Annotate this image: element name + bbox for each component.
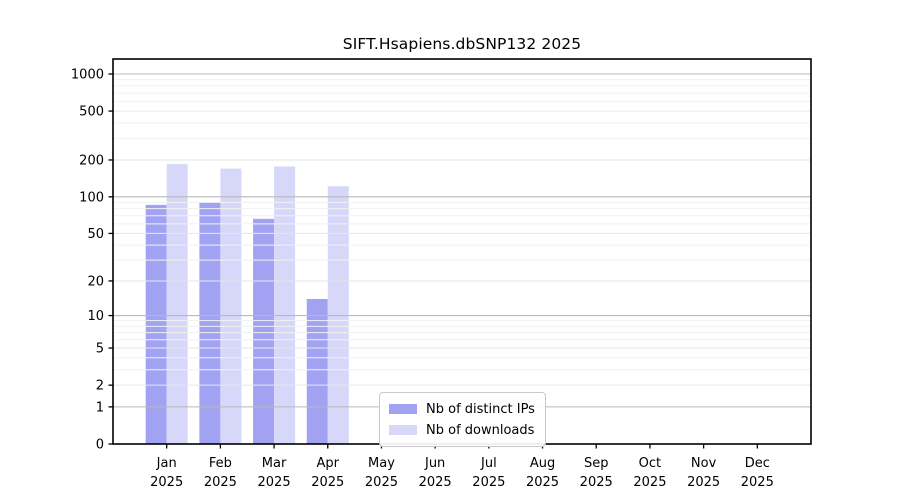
x-axis-tick-label-month: May — [368, 456, 395, 471]
legend-swatch-distinct-ips — [389, 404, 417, 414]
x-axis-tick-label-month: Mar — [262, 456, 287, 471]
legend-label-downloads: Nb of downloads — [426, 422, 535, 438]
y-axis-tick-label: 1 — [96, 400, 104, 415]
legend-item-downloads: Nb of downloads — [389, 421, 535, 439]
y-axis-tick-label: 50 — [87, 227, 104, 242]
y-axis-tick-label: 0 — [96, 438, 104, 453]
legend-label-distinct-ips: Nb of distinct IPs — [426, 401, 535, 417]
bar-downloads-jan — [166, 164, 188, 444]
x-axis-tick-label-year: 2025 — [633, 475, 666, 490]
x-axis-tick-label-year: 2025 — [526, 475, 559, 490]
x-axis-tick-label-year: 2025 — [687, 475, 720, 490]
legend-swatch-downloads — [389, 425, 417, 435]
x-axis-tick-label-month: Sep — [584, 456, 609, 471]
x-axis-tick-label-year: 2025 — [204, 475, 237, 490]
bar-downloads-mar — [274, 166, 296, 445]
y-axis-tick-label: 100 — [79, 190, 104, 205]
y-axis-tick-label: 10 — [87, 309, 104, 324]
x-axis-tick-label-month: Dec — [745, 456, 770, 471]
y-axis-tick-label: 500 — [79, 105, 104, 120]
x-axis-tick-label-year: 2025 — [580, 475, 613, 490]
x-axis-tick-label-month: Nov — [691, 456, 717, 471]
chart-title: SIFT.Hsapiens.dbSNP132 2025 — [342, 35, 582, 53]
bar-distinct-ips-jan — [145, 204, 167, 444]
bar-distinct-ips-apr — [306, 298, 328, 444]
x-axis-tick-label-year: 2025 — [258, 475, 291, 490]
x-axis-tick-label-year: 2025 — [472, 475, 505, 490]
legend: Nb of distinct IPs Nb of downloads — [379, 392, 546, 447]
y-axis-tick-label: 2 — [96, 379, 104, 394]
x-axis-tick-label-year: 2025 — [311, 475, 344, 490]
bar-distinct-ips-mar — [253, 218, 275, 444]
x-axis-tick-label-year: 2025 — [365, 475, 398, 490]
y-axis-tick-label: 20 — [87, 274, 104, 289]
x-axis-tick-label-month: Feb — [209, 456, 232, 471]
x-axis-tick-label-month: Jul — [480, 456, 497, 471]
y-axis-tick-label: 1000 — [71, 68, 104, 83]
x-axis-tick-label-month: Jan — [156, 456, 177, 471]
y-axis-tick-label: 5 — [96, 342, 104, 357]
y-axis-tick-label: 200 — [79, 153, 104, 168]
x-axis-tick-label-year: 2025 — [150, 475, 183, 490]
x-axis-tick-label-year: 2025 — [419, 475, 452, 490]
x-axis-tick-label-year: 2025 — [741, 475, 774, 490]
legend-item-distinct-ips: Nb of distinct IPs — [389, 400, 535, 418]
x-axis-tick-label-month: Oct — [639, 456, 661, 471]
x-axis-tick-label-month: Jun — [424, 456, 445, 471]
bar-downloads-feb — [220, 168, 242, 444]
bar-distinct-ips-feb — [199, 202, 221, 444]
x-axis-tick-label-month: Apr — [317, 456, 340, 471]
x-axis-tick-label-month: Aug — [530, 456, 555, 471]
